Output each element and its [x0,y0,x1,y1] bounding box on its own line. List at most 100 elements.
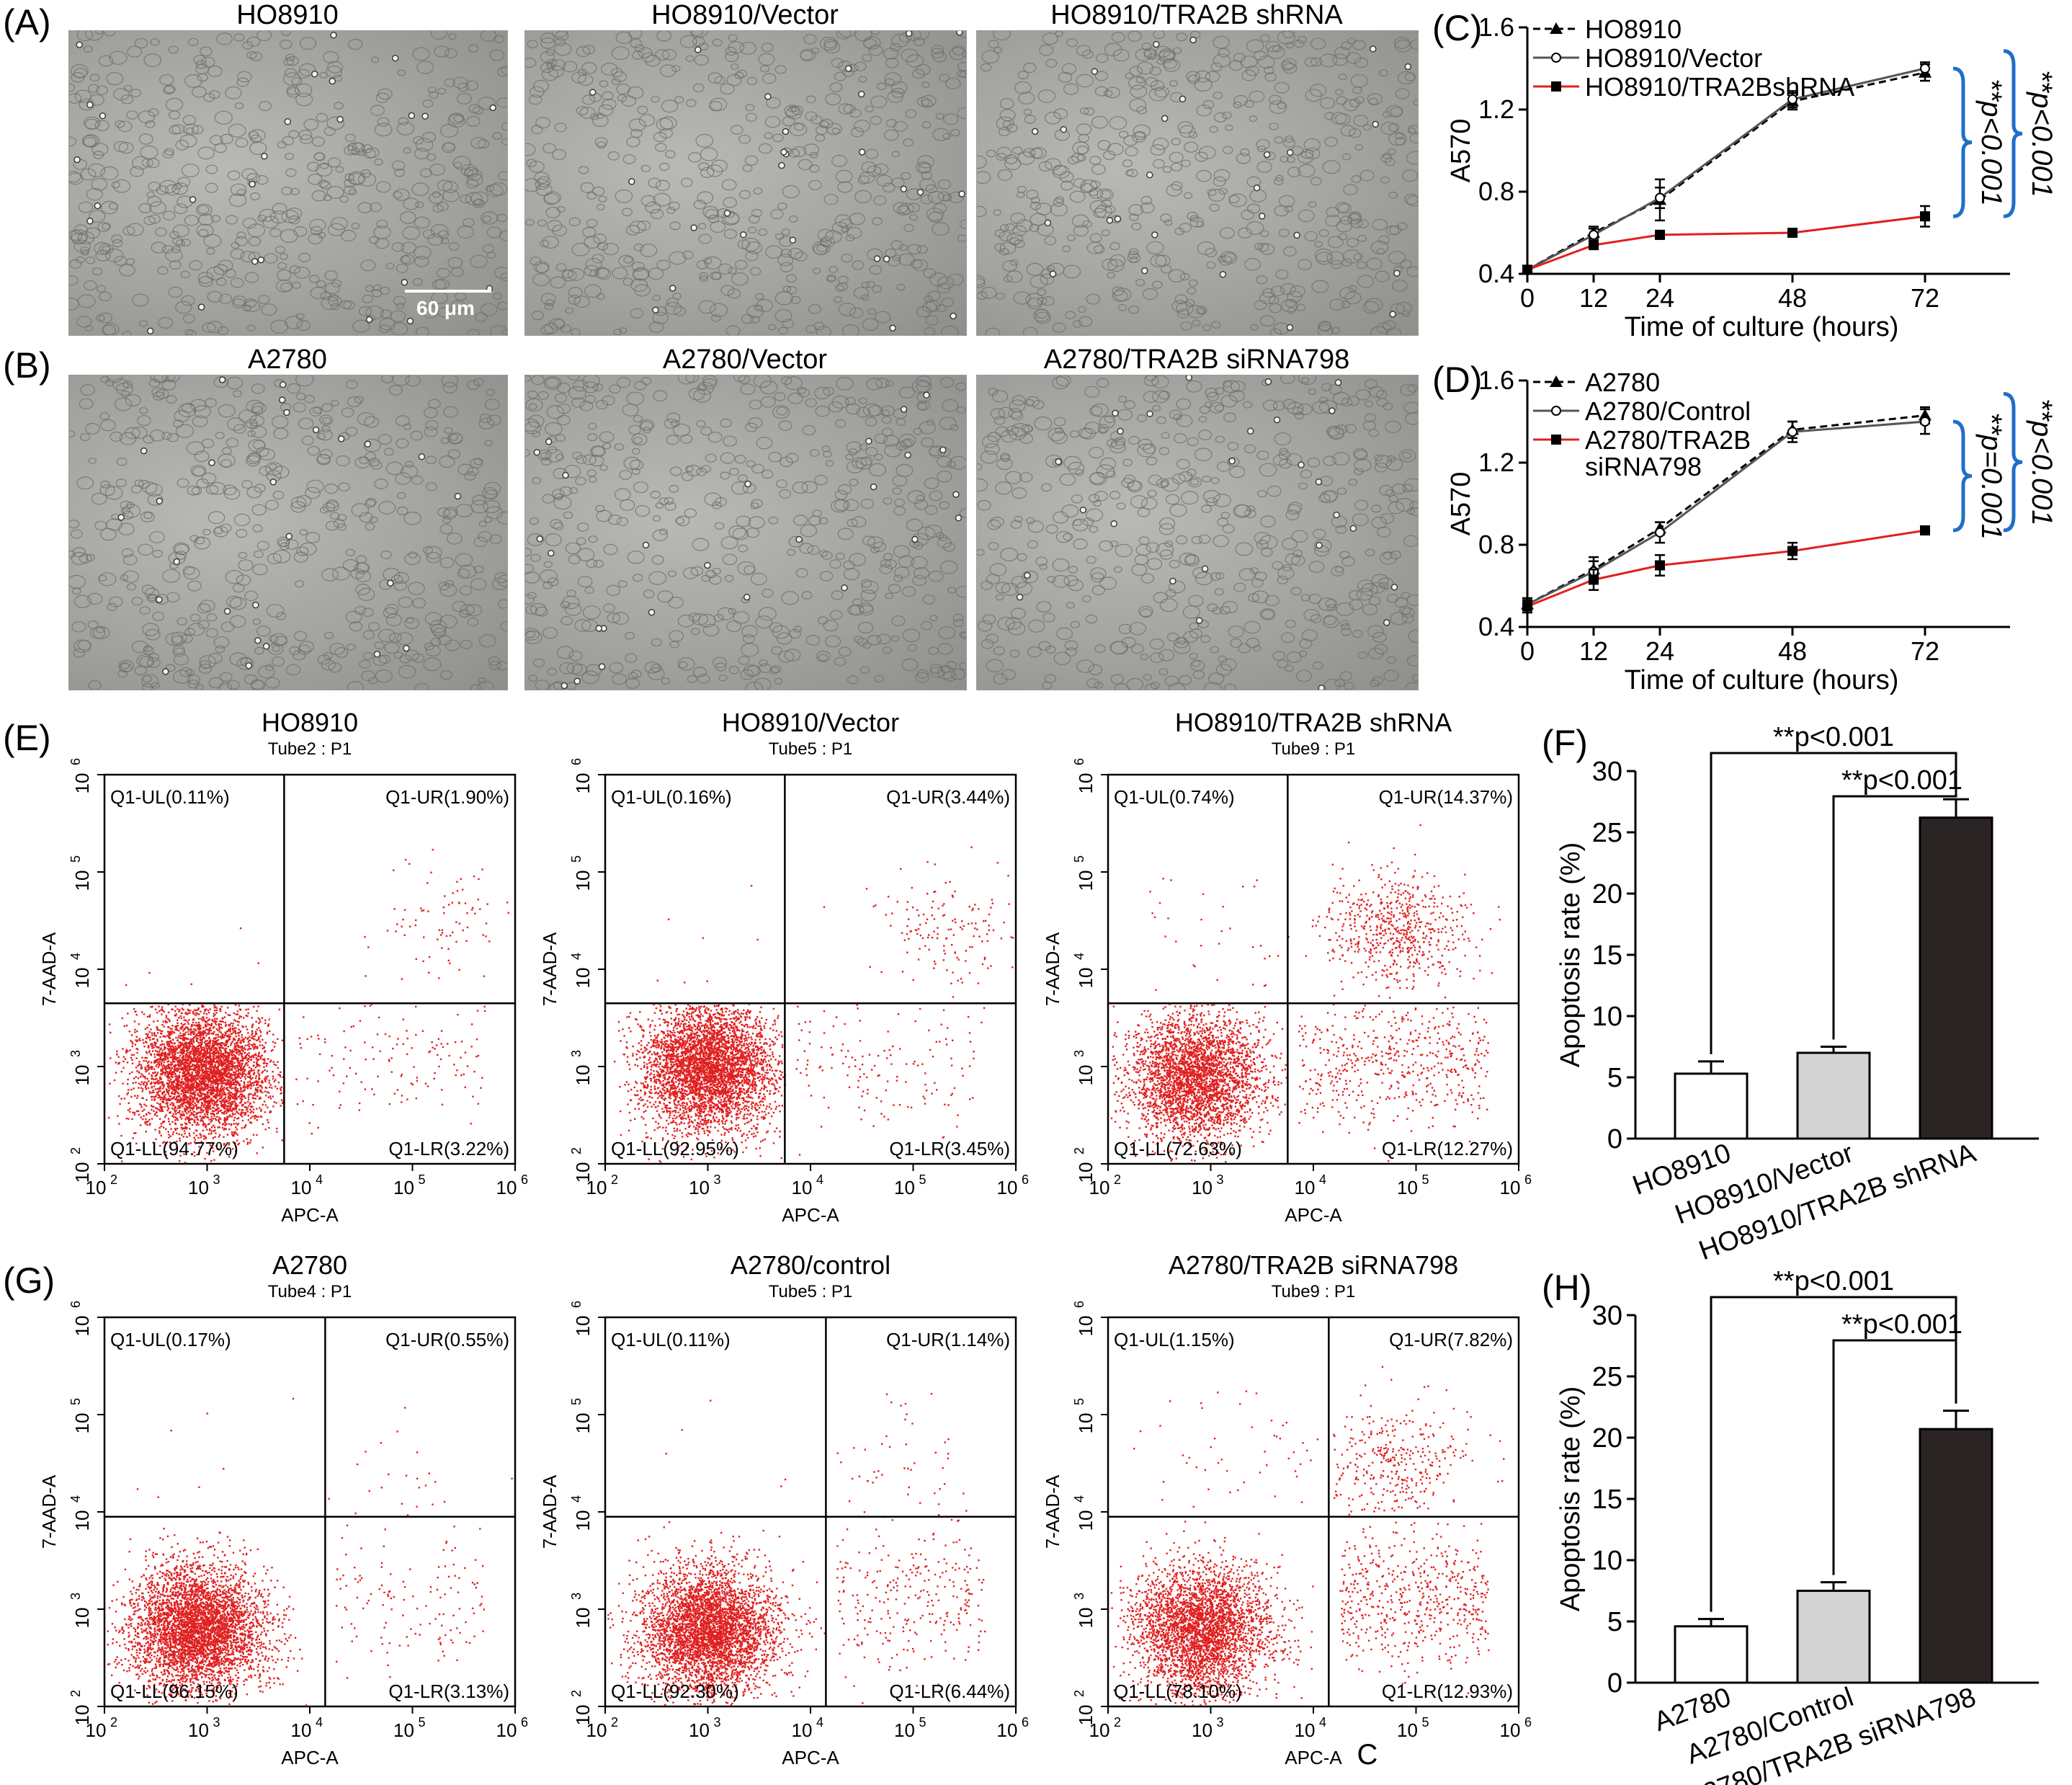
cell [1228,195,1240,204]
cell [568,650,583,662]
event [203,1104,205,1106]
cell [98,574,107,582]
cell [388,632,402,643]
cell [981,435,999,448]
cell [354,456,370,469]
cell [1244,99,1254,108]
cell [246,51,257,59]
cell [429,620,447,633]
cell [545,377,560,388]
cell [1388,132,1407,146]
round-cell [117,514,125,521]
cell [991,390,1009,403]
event [168,1073,170,1075]
cell [238,559,254,571]
cell [1076,74,1094,88]
cell [1380,176,1390,184]
cell [396,263,408,273]
cell [843,568,859,581]
cell [893,498,905,507]
event [184,1070,187,1073]
cell [651,555,664,565]
cell [298,644,311,655]
round-cell [1060,125,1068,133]
cell [1070,620,1080,628]
cell [218,259,233,272]
cell [1324,136,1338,147]
cell [87,163,106,177]
event [175,1025,177,1028]
cell [1045,646,1056,654]
y-axis-label: Apoptosis rate (%) [1555,842,1586,1068]
event [259,1031,262,1033]
cell [1036,601,1052,613]
cell [581,670,599,685]
event [192,1021,195,1024]
round-cell [1264,378,1272,386]
event [169,1056,171,1059]
cell [104,486,123,500]
cell [425,455,437,465]
event [196,1098,199,1100]
cell [762,469,774,479]
cell [127,223,144,236]
cell [707,72,723,84]
cell [426,552,441,564]
cell [977,478,988,492]
cell [723,212,740,225]
event [145,1060,147,1062]
cell [391,160,406,171]
cell [276,279,293,293]
event [204,1135,206,1137]
cell [425,420,439,431]
cell [1347,37,1356,45]
cell [1352,630,1363,638]
cell [1238,568,1256,581]
cell [202,528,211,535]
cell [361,670,375,682]
cell [216,32,233,45]
cell [1179,223,1192,233]
event [170,1061,172,1064]
cell [1284,205,1293,213]
cell [1159,598,1178,613]
cell [330,303,340,311]
event [203,1072,205,1074]
event [148,1051,151,1054]
cell [571,71,586,84]
cell [1045,524,1058,534]
cell [123,84,133,92]
cell [758,607,777,621]
round-cell [365,316,373,324]
cell [1197,620,1209,628]
cell [977,548,985,556]
cell [295,375,314,387]
cell [142,623,160,636]
cell [197,620,210,629]
panel-letter-g: (G) [3,1260,55,1301]
cell [1084,386,1100,398]
cell [823,194,839,205]
cell [622,277,633,286]
event [212,1032,215,1034]
cell [846,441,862,454]
cell [865,280,875,288]
cell [980,450,998,464]
cell [457,569,470,579]
cell [452,156,471,170]
cell [1282,564,1292,572]
cell [714,522,725,530]
y-tick-label: 1.6 [1478,365,1514,395]
cell [645,55,661,67]
cell [1189,131,1198,138]
cell [1158,447,1170,455]
cell [728,525,746,539]
event [177,1008,179,1010]
cell [999,224,1009,231]
cell [328,294,339,302]
cell [1356,588,1373,601]
cell [631,262,645,272]
cell [720,418,732,428]
cell [414,256,429,267]
cell [609,384,621,393]
